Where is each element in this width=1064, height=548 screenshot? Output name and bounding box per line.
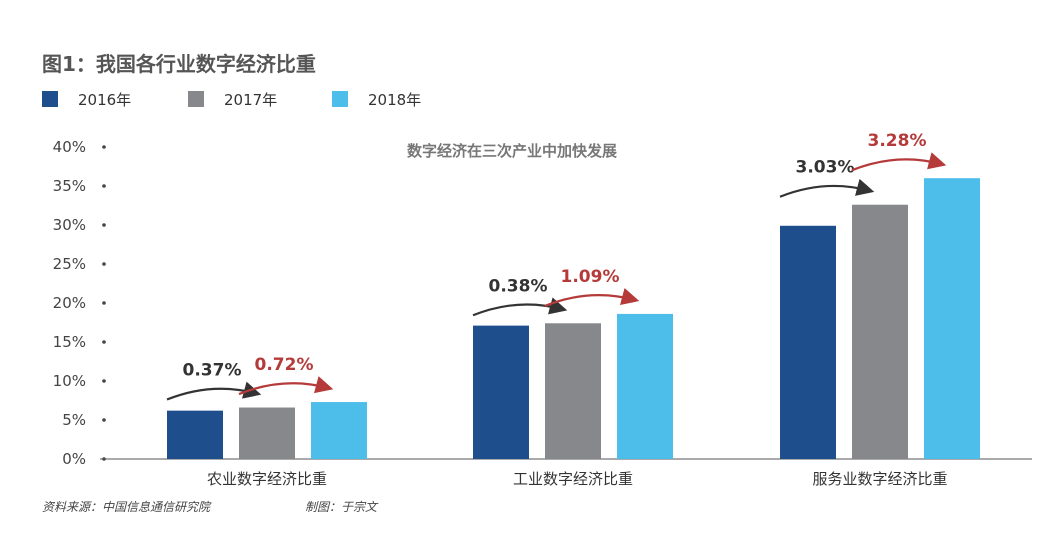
bar-1-0 xyxy=(473,325,529,459)
legend-swatch-0 xyxy=(42,91,58,107)
growth-label-0: 0.37% xyxy=(183,361,242,381)
growth-annotations: 0.37% 0.72% 0.38% 1.09% 3.03% 3.28% xyxy=(166,131,947,401)
y-tick-mark xyxy=(102,223,106,227)
y-tick-mark xyxy=(102,145,106,149)
bar-0-2 xyxy=(311,402,367,459)
y-tick-mark xyxy=(102,340,106,344)
y-tick-label: 0% xyxy=(62,450,86,468)
growth-arrow-5 xyxy=(851,152,947,172)
y-tick-label: 25% xyxy=(53,255,86,273)
growth-arrow-1 xyxy=(238,376,334,396)
bar-2-1 xyxy=(852,204,908,459)
growth-arrow-4 xyxy=(779,178,875,198)
source-note: 资料来源：中国信息通信研究院 xyxy=(42,500,212,514)
growth-arrow-0 xyxy=(166,381,262,401)
bar-2-2 xyxy=(924,178,980,459)
y-tick-label: 35% xyxy=(53,177,86,195)
y-tick-mark xyxy=(102,184,106,188)
x-axis-labels: 农业数字经济比重 工业数字经济比重 服务业数字经济比重 xyxy=(207,470,948,488)
legend-swatch-1 xyxy=(188,91,204,107)
legend-label-0: 2016年 xyxy=(78,91,131,109)
bar-1-2 xyxy=(617,313,673,459)
y-tick-label: 15% xyxy=(53,333,86,351)
chart-title: 图1：我国各行业数字经济比重 xyxy=(42,52,316,76)
growth-label-5: 3.28% xyxy=(868,131,927,151)
x-category-label: 农业数字经济比重 xyxy=(207,470,327,488)
chart-subtitle: 数字经济在三次产业中加快发展 xyxy=(407,142,617,160)
x-category-label: 工业数字经济比重 xyxy=(513,470,633,488)
bars xyxy=(167,178,980,459)
growth-label-4: 3.03% xyxy=(796,158,855,178)
y-tick-label: 10% xyxy=(53,372,86,390)
growth-arrow-2 xyxy=(472,297,568,317)
y-tick-label: 40% xyxy=(53,138,86,156)
bar-1-1 xyxy=(545,323,601,459)
legend-swatch-2 xyxy=(332,91,348,107)
y-tick-mark xyxy=(102,301,106,305)
y-tick-mark xyxy=(102,379,106,383)
bar-2-0 xyxy=(780,225,836,459)
credit-note: 制图：于宗文 xyxy=(305,500,379,514)
y-tick-label: 20% xyxy=(53,294,86,312)
legend-label-1: 2017年 xyxy=(224,91,277,109)
legend-label-2: 2018年 xyxy=(368,91,421,109)
y-axis: 0% 5% 10% 15% 20% 25% 30% 35% 40% xyxy=(53,138,106,468)
y-tick-mark xyxy=(102,262,106,266)
bar-0-0 xyxy=(167,410,223,459)
growth-label-1: 0.72% xyxy=(255,355,314,375)
bar-0-1 xyxy=(239,407,295,459)
growth-label-3: 1.09% xyxy=(561,267,620,287)
legend: 2016年 2017年 2018年 xyxy=(42,91,421,109)
growth-label-2: 0.38% xyxy=(489,276,548,296)
growth-arrow-3 xyxy=(544,288,640,307)
y-tick-mark xyxy=(102,418,106,422)
y-tick-label: 30% xyxy=(53,216,86,234)
y-tick-label: 5% xyxy=(62,411,86,429)
x-category-label: 服务业数字经济比重 xyxy=(812,470,947,488)
